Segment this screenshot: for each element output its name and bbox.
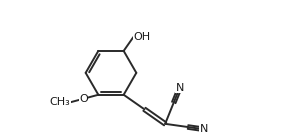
Text: N: N — [176, 83, 184, 93]
Text: N: N — [200, 124, 208, 134]
Text: OH: OH — [133, 32, 150, 42]
Text: CH₃: CH₃ — [50, 97, 70, 107]
Text: O: O — [79, 94, 88, 104]
